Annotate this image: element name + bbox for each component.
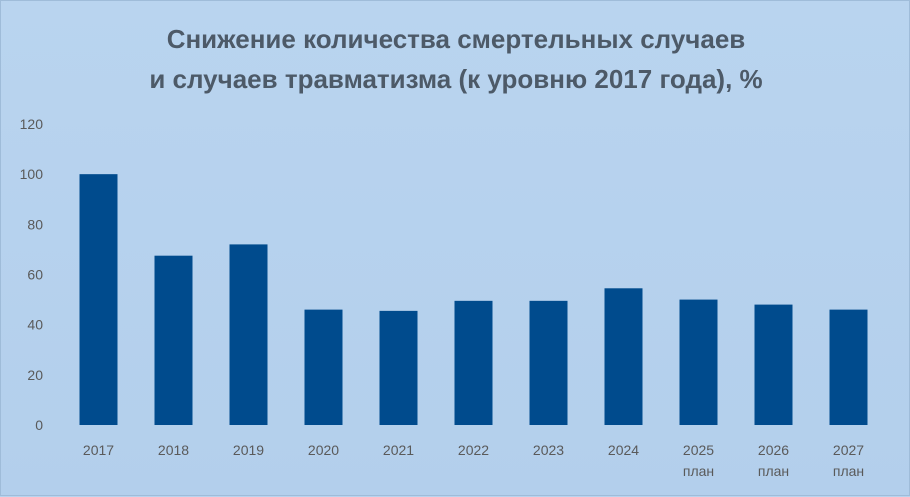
x-tick-label: 2019 xyxy=(233,442,264,458)
x-tick-label: 2020 xyxy=(308,442,339,458)
bar xyxy=(754,304,793,425)
x-tick-label: 2026 xyxy=(758,442,789,458)
x-tick-label: 2024 xyxy=(608,442,639,458)
x-tick-sublabel: план xyxy=(683,463,714,479)
bar xyxy=(304,309,343,425)
bar xyxy=(529,300,568,425)
bar xyxy=(154,255,193,425)
x-axis: 2017 2018 2019 2020 2021 2022 2023 2024 2025 план… xyxy=(83,442,864,479)
x-tick-label: 2017 xyxy=(83,442,114,458)
x-tick-label: 2027 xyxy=(833,442,864,458)
x-tick-label: 2025 xyxy=(683,442,714,458)
x-tick-label: 2018 xyxy=(158,442,189,458)
x-tick-label: 2021 xyxy=(383,442,414,458)
y-tick-label: 60 xyxy=(27,267,43,283)
y-tick-label: 100 xyxy=(20,166,44,182)
x-tick-sublabel: план xyxy=(758,463,789,479)
y-tick-label: 20 xyxy=(27,367,43,383)
bars-group xyxy=(79,174,868,425)
y-tick-label: 80 xyxy=(27,216,43,232)
bar xyxy=(604,288,643,425)
bar xyxy=(829,309,868,425)
x-tick-sublabel: план xyxy=(833,463,864,479)
bar xyxy=(379,310,418,425)
y-axis: 0 20 40 60 80 100 120 xyxy=(20,116,44,433)
bar xyxy=(454,300,493,425)
chart-title: Снижение количества смертельных случаев … xyxy=(1,19,910,99)
y-tick-label: 120 xyxy=(20,116,44,132)
chart-title-line-2: и случаев травматизма (к уровню 2017 год… xyxy=(149,64,763,94)
x-tick-label: 2023 xyxy=(533,442,564,458)
x-tick-label: 2022 xyxy=(458,442,489,458)
y-tick-label: 0 xyxy=(35,417,43,433)
bar xyxy=(229,244,268,425)
bar xyxy=(679,299,718,425)
y-tick-label: 40 xyxy=(27,317,43,333)
chart-title-line-1: Снижение количества смертельных случаев xyxy=(166,24,746,54)
bar xyxy=(79,174,118,425)
